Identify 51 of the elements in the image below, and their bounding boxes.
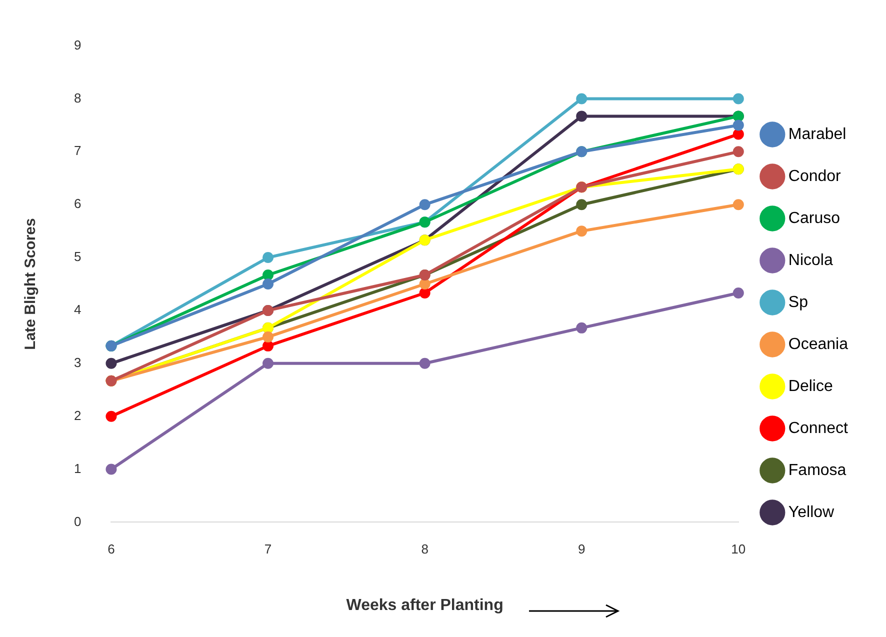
point xyxy=(732,199,744,210)
point xyxy=(576,226,588,237)
y-tick-label: 8 xyxy=(74,90,82,106)
legend-label: Famosa xyxy=(788,462,846,479)
x-tick-label: 8 xyxy=(421,542,428,557)
point xyxy=(262,252,274,264)
point xyxy=(262,340,274,352)
point xyxy=(732,288,744,298)
legend-label: Connect xyxy=(788,420,849,437)
y-tick-label: 1 xyxy=(74,460,82,476)
point xyxy=(419,199,430,210)
point xyxy=(576,199,588,210)
point xyxy=(732,146,744,158)
point xyxy=(576,322,588,334)
x-tick-label: 6 xyxy=(108,542,115,557)
point xyxy=(732,93,744,104)
y-tick-label: 9 xyxy=(74,37,82,52)
point xyxy=(576,93,588,104)
point xyxy=(576,110,588,122)
y-tick-label: 7 xyxy=(74,143,82,158)
point xyxy=(419,278,430,290)
y-axis-title: Late Blight Scores xyxy=(22,218,40,350)
point xyxy=(262,278,274,290)
point xyxy=(106,358,117,369)
legend-label: Caruso xyxy=(788,210,840,227)
legend-label: Sp xyxy=(788,294,808,311)
y-tick-label: 2 xyxy=(74,408,82,423)
point xyxy=(262,358,274,369)
legend-label: Nicola xyxy=(788,252,833,269)
point xyxy=(732,120,744,131)
x-tick-label: 7 xyxy=(264,542,272,557)
x-axis-title: Weeks after Planting xyxy=(346,596,504,614)
point xyxy=(106,464,117,475)
legend-label: Yellow xyxy=(788,504,835,521)
point xyxy=(106,410,117,422)
legend-label: Condor xyxy=(788,168,842,185)
point xyxy=(732,128,744,140)
y-tick-label: 4 xyxy=(74,302,82,318)
y-tick-label: 6 xyxy=(74,196,82,212)
point xyxy=(262,331,274,342)
x-tick-label: 10 xyxy=(731,542,746,557)
point xyxy=(262,270,274,280)
x-tick-label: 9 xyxy=(578,542,586,557)
legend-label: Oceania xyxy=(788,336,848,353)
point xyxy=(419,358,430,369)
y-tick-label: 5 xyxy=(74,249,82,264)
y-tick-label: 3 xyxy=(74,354,82,370)
legend-label: Delice xyxy=(788,378,833,395)
point xyxy=(419,288,430,298)
legend-label: Marabel xyxy=(788,126,846,143)
y-tick-label: 0 xyxy=(74,514,82,529)
